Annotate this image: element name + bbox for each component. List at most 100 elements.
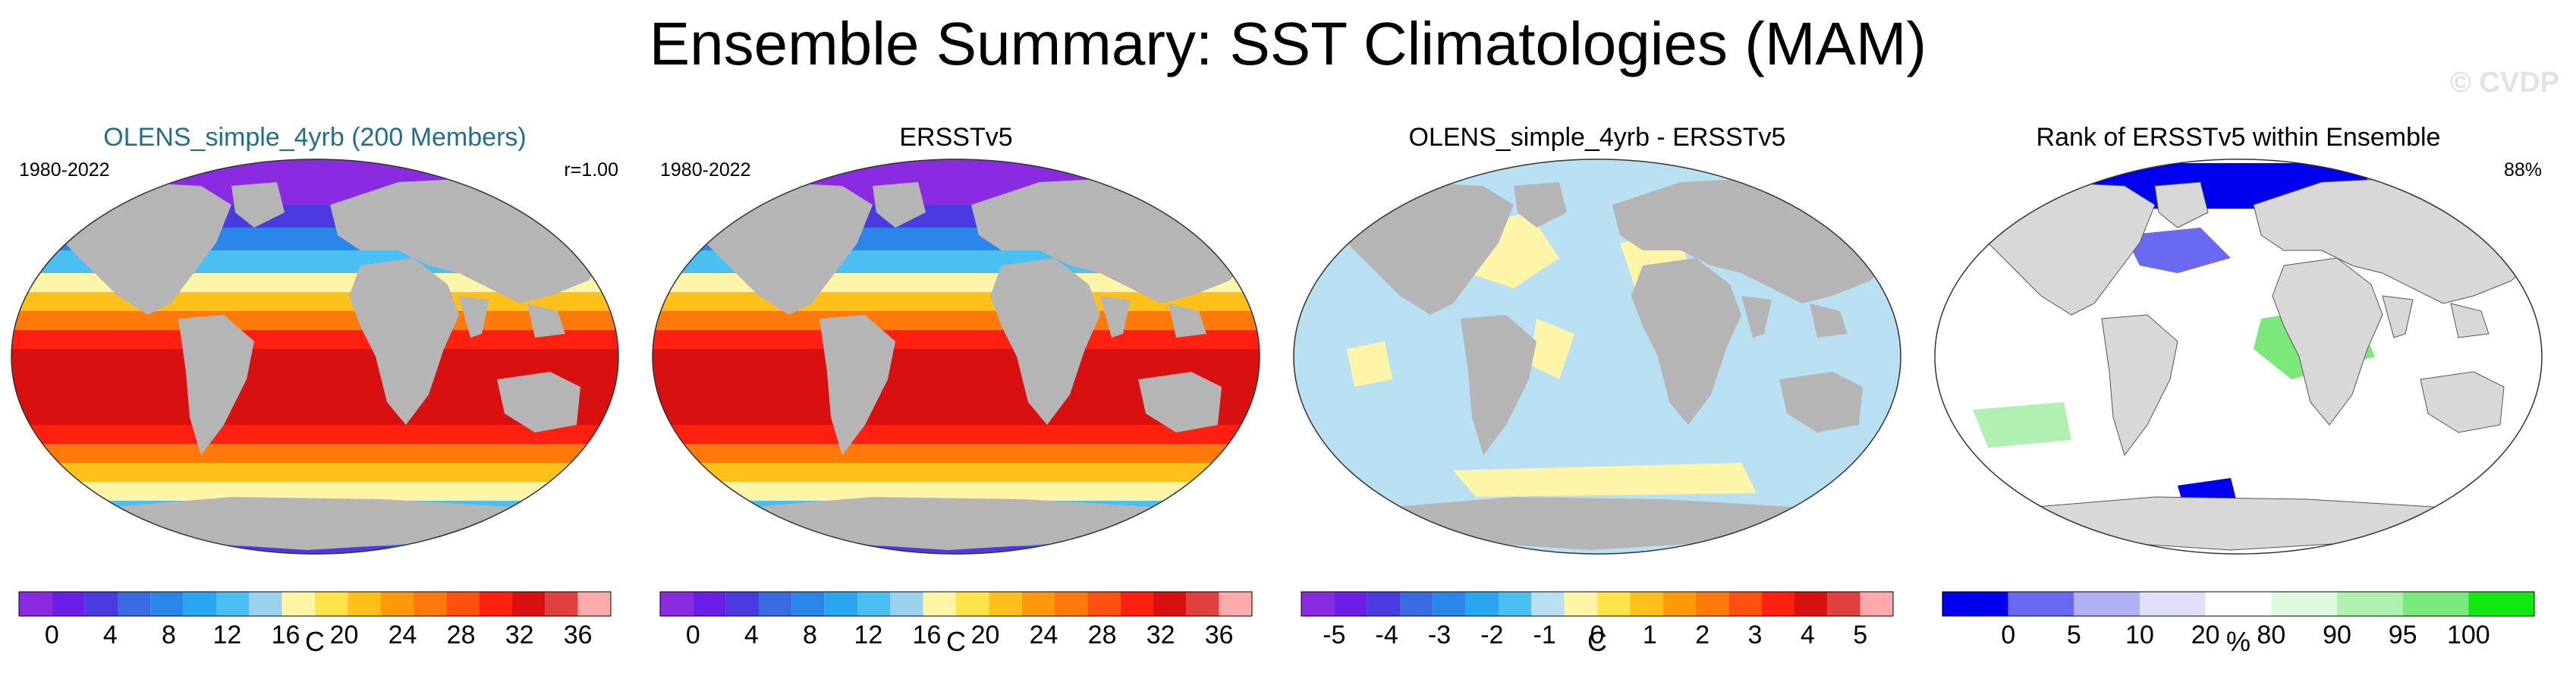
panel-title: Rank of ERSSTv5 within Ensemble bbox=[2036, 123, 2441, 152]
colorbar-swatch bbox=[512, 592, 546, 616]
colorbar-swatch bbox=[1597, 592, 1631, 616]
africa-landmass bbox=[349, 258, 459, 425]
colorbar-tick-label: 5 bbox=[2067, 621, 2081, 649]
map-border bbox=[1293, 159, 1901, 555]
colorbar-swatch bbox=[52, 592, 85, 616]
panel-observed: ERSSTv5 1980-2022 0 4 8 12 16 20 24 28 32 36 C bbox=[645, 121, 1267, 668]
india-landmass bbox=[1741, 296, 1772, 338]
colorbar-tick-label: 28 bbox=[1088, 621, 1117, 649]
colorbar: 0 4 8 12 16 20 24 28 32 36 bbox=[18, 591, 612, 649]
colorbar-tick-label: 24 bbox=[1030, 621, 1058, 649]
colorbar-swatch bbox=[989, 592, 1022, 616]
colorbar-tick-label: 0 bbox=[2001, 621, 2015, 649]
australia-landmass bbox=[497, 372, 580, 432]
colorbar-label: C bbox=[1587, 626, 1607, 657]
period-label: 1980-2022 bbox=[19, 159, 110, 181]
colorbar-swatch bbox=[1564, 592, 1597, 616]
colorbar-outline bbox=[659, 591, 1253, 617]
colorbar-swatch bbox=[956, 592, 989, 616]
seasia-landmass bbox=[527, 303, 565, 338]
map-border bbox=[11, 159, 619, 555]
period-label: 1980-2022 bbox=[660, 159, 751, 181]
india-landmass bbox=[459, 296, 489, 338]
colorbar-swatch bbox=[1728, 592, 1762, 616]
colorbar-swatch bbox=[414, 592, 447, 616]
positive-bias-region bbox=[1347, 341, 1392, 387]
greenland-landmass bbox=[1514, 182, 1567, 228]
colorbar-outline bbox=[1301, 591, 1894, 617]
colorbar-tick-label: 4 bbox=[103, 621, 118, 649]
colorbar-tick-label: 10 bbox=[2125, 621, 2154, 649]
greenland-landmass bbox=[231, 182, 285, 228]
colorbar-swatch bbox=[1219, 592, 1252, 616]
antarctica-landmass bbox=[2017, 496, 2460, 551]
colorbar-swatch bbox=[660, 592, 694, 616]
colorbar-swatch bbox=[890, 592, 923, 616]
panel-ensemble-mean: OLENS_simple_4yrb (200 Members) 1980-202… bbox=[4, 121, 626, 668]
rank-percent-label: 88% bbox=[2503, 159, 2542, 181]
cvdp-watermark: © CVDP bbox=[2449, 67, 2559, 99]
colorbar-tick-label: 20 bbox=[330, 621, 359, 649]
colorbar-swatch bbox=[118, 592, 151, 616]
sst-map bbox=[11, 159, 619, 555]
colorbar-tick-label: -5 bbox=[1323, 621, 1345, 649]
colorbar-tick-label: 20 bbox=[2191, 621, 2220, 649]
seasia-landmass bbox=[2450, 303, 2490, 338]
colorbar-tick-label: 24 bbox=[388, 621, 417, 649]
greenland-landmass bbox=[2154, 181, 2209, 228]
colorbar-swatch bbox=[1433, 592, 1466, 616]
colorbar-tick-label: 4 bbox=[744, 621, 759, 649]
colorbar-swatch bbox=[1794, 592, 1828, 616]
colorbar-swatch bbox=[249, 592, 282, 616]
colorbar-swatch bbox=[1334, 592, 1367, 616]
colorbar-label: % bbox=[2225, 626, 2250, 657]
positive-bias-region bbox=[1453, 463, 1757, 497]
colorbar-tick-label: 8 bbox=[803, 621, 817, 649]
seasia-landmass bbox=[1168, 303, 1206, 338]
colorbar-tick-label: 16 bbox=[913, 621, 942, 649]
colorbar-swatch bbox=[1301, 592, 1335, 616]
colorbar-tick-label: 20 bbox=[971, 621, 1000, 649]
colorbar-outline bbox=[18, 591, 612, 617]
colorbar-swatch bbox=[693, 592, 726, 616]
colorbar-tick-label: 28 bbox=[447, 621, 476, 649]
colorbar-tick-label: 36 bbox=[564, 621, 593, 649]
rank-map bbox=[1934, 159, 2543, 555]
colorbar-swatch bbox=[923, 592, 956, 616]
panel-title: ERSSTv5 bbox=[899, 123, 1013, 152]
samerica-landmass bbox=[178, 315, 254, 455]
colorbar-swatch bbox=[1055, 592, 1088, 616]
colorbar-tick-label: 12 bbox=[213, 621, 242, 649]
sst-map bbox=[652, 159, 1260, 555]
colorbar-swatch bbox=[725, 592, 759, 616]
seasia-landmass bbox=[1810, 303, 1848, 338]
africa-landmass bbox=[990, 258, 1100, 425]
africa-landmass bbox=[2272, 257, 2383, 426]
colorbar-tick-label: 80 bbox=[2257, 621, 2285, 649]
colorbar-tick-label: 32 bbox=[505, 621, 534, 649]
colorbar-swatch bbox=[545, 592, 578, 616]
colorbar-tick-label: 5 bbox=[1853, 621, 1867, 649]
colorbar-label: C bbox=[305, 626, 325, 657]
australia-landmass bbox=[1138, 372, 1222, 432]
colorbar-swatch bbox=[1860, 592, 1893, 616]
antarctica-landmass bbox=[95, 497, 535, 550]
colorbar-swatch bbox=[446, 592, 480, 616]
colorbar-swatch bbox=[1465, 592, 1499, 616]
colorbar-swatch bbox=[2337, 592, 2403, 616]
map-border bbox=[1934, 159, 2543, 555]
colorbar-swatch bbox=[348, 592, 381, 616]
colorbar-swatch bbox=[1942, 592, 2008, 616]
colorbar-swatch bbox=[216, 592, 250, 616]
panel-rank: Rank of ERSSTv5 within Ensemble 88% 0 5 10… bbox=[1927, 121, 2549, 668]
colorbar-label: C bbox=[946, 626, 966, 657]
greenland-landmass bbox=[873, 182, 926, 228]
colorbar-tick-label: 36 bbox=[1205, 621, 1234, 649]
colorbar-swatch bbox=[19, 592, 52, 616]
colorbar-swatch bbox=[2074, 592, 2140, 616]
colorbar-tick-label: 12 bbox=[854, 621, 883, 649]
colorbar-tick-label: -2 bbox=[1480, 621, 1503, 649]
colorbar-swatch bbox=[2468, 592, 2534, 616]
colorbar-swatch bbox=[1087, 592, 1121, 616]
colorbar-tick-label: 8 bbox=[162, 621, 176, 649]
